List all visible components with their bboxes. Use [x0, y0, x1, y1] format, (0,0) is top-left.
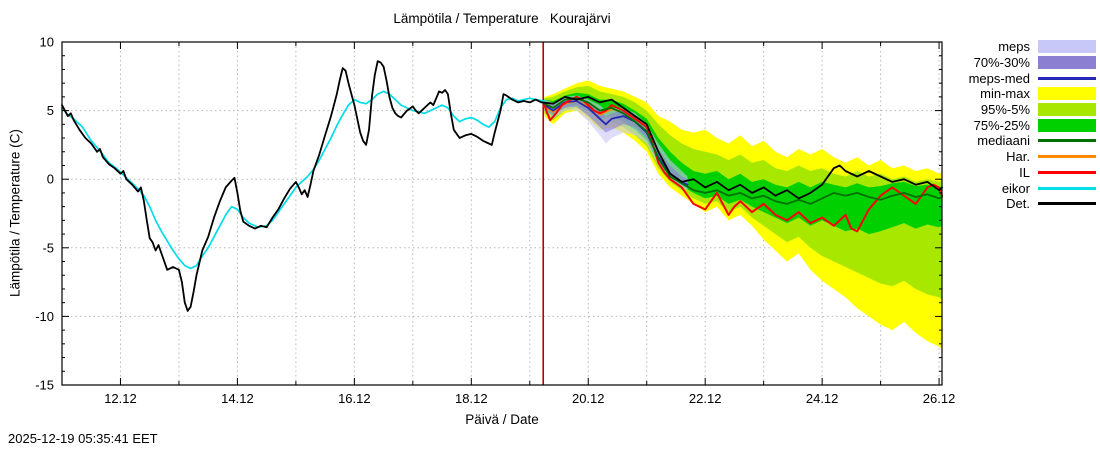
- y-tick-label: -10: [35, 309, 54, 324]
- legend-label: Det.: [1006, 196, 1030, 212]
- generation-timestamp: 2025-12-19 05:35:41 EET: [8, 431, 158, 446]
- y-tick-label: -15: [35, 378, 54, 393]
- legend-item-il: IL: [969, 165, 1096, 181]
- legend-swatch-band: [1038, 56, 1096, 70]
- legend-swatch-band: [1038, 103, 1096, 117]
- series-mediaani: [543, 97, 943, 205]
- legend-swatch-line: [1038, 170, 1096, 174]
- legend-swatch-line: [1038, 202, 1096, 206]
- legend-swatch-band: [1038, 40, 1096, 54]
- legend-label: 70%-30%: [973, 55, 1030, 71]
- legend-item-75-25-: 75%-25%: [969, 117, 1096, 133]
- legend-label: mediaani: [977, 133, 1030, 149]
- y-tick-label: -5: [42, 240, 54, 255]
- legend-label: 95%-5%: [980, 102, 1030, 118]
- series-il: [543, 95, 943, 233]
- legend-swatch-band: [1038, 87, 1096, 101]
- axis-ticks: [62, 41, 942, 386]
- x-tick-label: 20.12: [572, 391, 605, 406]
- legend-swatch-line: [1038, 155, 1096, 159]
- legend-item-95-5-: 95%-5%: [969, 102, 1096, 118]
- legend-item-eikor: eikor: [969, 180, 1096, 196]
- legend-item-meps: meps: [969, 39, 1096, 55]
- series-eikor: [61, 90, 546, 270]
- legend-item-det-: Det.: [969, 196, 1096, 212]
- legend-item-meps-med: meps-med: [969, 70, 1096, 86]
- series-det-: [61, 60, 943, 312]
- axis-tick-labels: 12.12 14.12 16.12 18.12 20.12 22.12 24.12 26.12…: [35, 35, 955, 407]
- legend-label: Har.: [1006, 149, 1030, 165]
- legend-label: 75%-25%: [973, 117, 1030, 133]
- x-tick-label: 26.12: [923, 391, 956, 406]
- x-tick-label: 12.12: [104, 391, 137, 406]
- x-tick-label: 14.12: [221, 391, 254, 406]
- chart-legend: meps 70%-30% meps-med min-max 95%-5% 75%-25% m…: [969, 39, 1096, 212]
- y-tick-label: 10: [40, 35, 54, 50]
- chart-title: Lämpötila / Temperature Kourajärvi: [393, 11, 611, 26]
- legend-item-70-30-: 70%-30%: [969, 55, 1096, 71]
- legend-label: IL: [1019, 164, 1030, 180]
- band-min-max: [544, 80, 942, 350]
- legend-label: meps-med: [968, 70, 1030, 86]
- legend-swatch-line: [1038, 139, 1096, 143]
- x-axis-label: Päivä / Date: [465, 412, 539, 427]
- y-tick-label: 5: [47, 103, 54, 118]
- legend-label: eikor: [1001, 180, 1030, 196]
- x-tick-label: 24.12: [806, 391, 839, 406]
- x-tick-label: 16.12: [338, 391, 371, 406]
- x-tick-label: 18.12: [455, 391, 488, 406]
- series-meps-med: [543, 100, 689, 186]
- legend-swatch-line: [1038, 186, 1096, 190]
- plot-border: [61, 41, 943, 386]
- y-tick-label: 0: [47, 172, 54, 187]
- legend-label: meps: [998, 39, 1030, 55]
- legend-swatch-line: [1038, 76, 1096, 80]
- legend-item-min-max: min-max: [969, 86, 1096, 102]
- x-tick-label: 22.12: [689, 391, 722, 406]
- legend-item-mediaani: mediaani: [969, 133, 1096, 149]
- legend-swatch-band: [1038, 118, 1096, 132]
- legend-label: min-max: [980, 86, 1030, 102]
- legend-item-har-: Har.: [969, 149, 1096, 165]
